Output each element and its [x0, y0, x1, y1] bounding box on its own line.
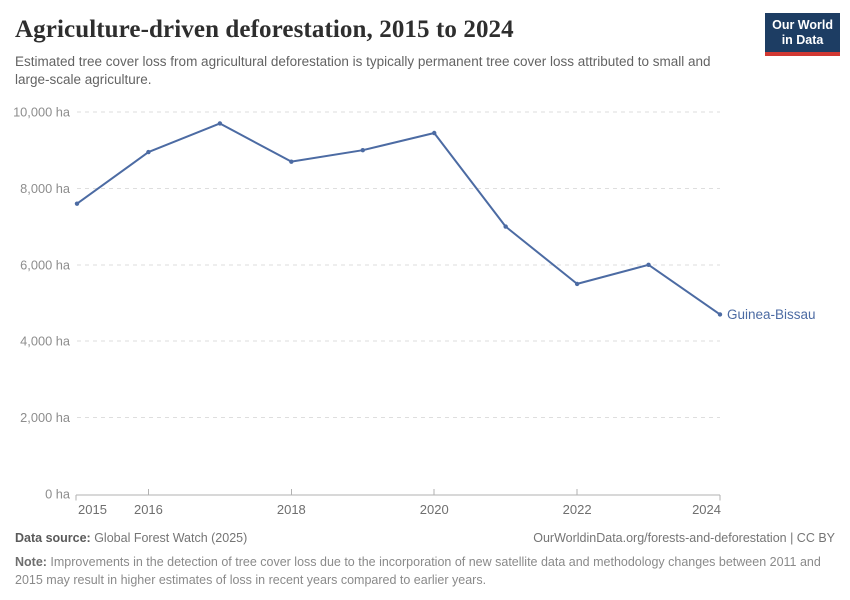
y-axis-tick-label: 2,000 ha [20, 410, 71, 425]
x-axis-tick-label: 2018 [277, 502, 306, 517]
attribution-link[interactable]: OurWorldinData.org/forests-and-deforesta… [533, 531, 835, 545]
data-point [503, 224, 508, 229]
footer-note-label: Note: [15, 555, 47, 569]
data-point [74, 201, 80, 206]
line-chart: 0 ha 2,000 ha 4,000 ha 6,000 ha 8,000 ha 10,0… [0, 85, 850, 530]
data-point [432, 130, 437, 136]
y-axis-tick-label: 0 ha [45, 487, 71, 502]
data-point [646, 262, 651, 267]
line-chart-svg: 0 ha 2,000 ha 4,000 ha 6,000 ha 8,000 ha 10,0… [13, 105, 816, 518]
footer-note-text: Improvements in the detection of tree co… [15, 555, 821, 587]
owid-logo[interactable]: Our World in Data [765, 13, 840, 56]
data-point [289, 159, 294, 164]
data-point [574, 281, 580, 287]
data-source: Data source: Global Forest Watch (2025) [15, 531, 247, 545]
data-line [76, 122, 721, 316]
x-axis-tick-label: 2016 [134, 502, 163, 517]
data-point [360, 148, 365, 153]
data-point [146, 149, 151, 155]
y-axis-tick-label: 4,000 ha [20, 334, 71, 349]
footer-source-row: Data source: Global Forest Watch (2025) … [15, 531, 835, 545]
data-point [217, 121, 223, 126]
x-axis-tick-label: 2015 [78, 502, 107, 517]
owid-logo-line2: in Data [781, 33, 824, 48]
entity-label: Guinea-Bissau [727, 307, 816, 322]
chart-subtitle: Estimated tree cover loss from agricultu… [15, 54, 711, 87]
footer-note: Note: Improvements in the detection of t… [15, 553, 832, 589]
data-source-label: Data source: [15, 531, 91, 545]
page-title: Agriculture-driven deforestation, 2015 t… [15, 16, 514, 43]
x-axis-tick-label: 2024 [692, 502, 721, 517]
x-axis-tick-label: 2022 [563, 502, 592, 517]
y-axis-tick-label: 8,000 ha [20, 181, 71, 196]
x-axis-tick-label: 2020 [420, 502, 449, 517]
y-axis-tick-label: 10,000 ha [13, 105, 71, 120]
owid-logo-line1: Our World [772, 18, 833, 32]
data-source-value: Global Forest Watch (2025) [90, 531, 248, 545]
y-axis-tick-label: 6,000 ha [20, 257, 71, 272]
data-point [717, 312, 723, 317]
